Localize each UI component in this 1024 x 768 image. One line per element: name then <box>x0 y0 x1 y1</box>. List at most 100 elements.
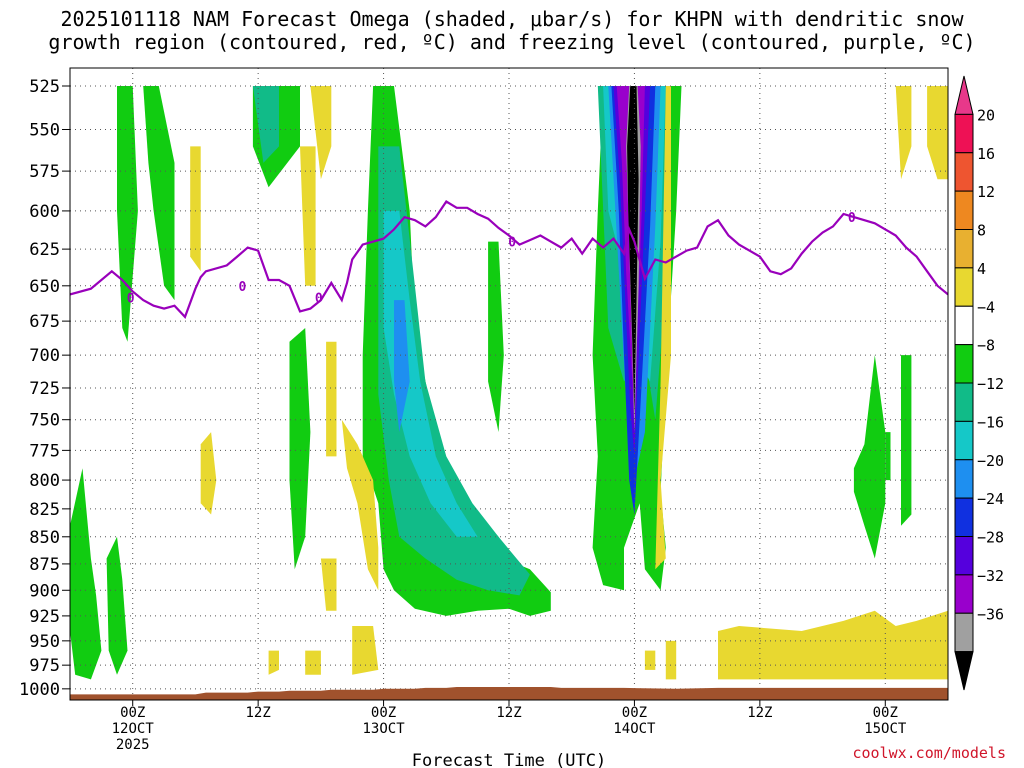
omega-region-30 <box>320 558 337 611</box>
y-tick-label: 650 <box>29 277 60 297</box>
colorbar-swatch <box>954 190 974 230</box>
y-tick-label: 525 <box>29 77 60 97</box>
omega-region-10 <box>885 432 891 481</box>
x-tick-label: 00Z <box>622 705 647 721</box>
colorbar-label: 16 <box>977 145 995 163</box>
colorbar-label: −32 <box>977 567 1004 585</box>
x-tick-label: 00Z <box>873 705 898 721</box>
x-axis-label: Forecast Time (UTC) <box>412 751 606 768</box>
colorbar-swatch <box>954 152 974 192</box>
colorbar-swatch <box>954 344 974 384</box>
x-tick-label: 2025 <box>116 737 150 753</box>
x-tick-label: 14OCT <box>613 721 656 737</box>
chart-title-line-1: 2025101118 NAM Forecast Omega (shaded, μ… <box>60 7 964 31</box>
x-tick-label: 00Z <box>120 705 145 721</box>
colorbar-label: −24 <box>977 490 1004 508</box>
omega-region-27 <box>300 146 316 286</box>
omega-region-32 <box>268 650 279 675</box>
colorbar-label: 4 <box>977 260 986 278</box>
y-tick-label: 825 <box>29 500 60 520</box>
omega-region-29 <box>341 419 379 591</box>
omega-region-28 <box>326 341 337 457</box>
colorbar-swatch <box>954 229 974 269</box>
omega-region-9 <box>853 355 886 559</box>
colorbar-swatch <box>954 305 974 346</box>
freezing-level-label: 0 <box>508 236 516 251</box>
omega-region-13 <box>378 146 530 596</box>
chart-title-line-2: growth region (contoured, red, ºC) and f… <box>48 30 976 54</box>
x-tick-label: 12Z <box>245 705 270 721</box>
colorbar-label: −8 <box>977 337 995 355</box>
omega-region-38 <box>895 86 912 180</box>
y-tick-label: 850 <box>29 528 60 548</box>
omega-region-33 <box>305 650 321 675</box>
colorbar-label: 12 <box>977 183 995 201</box>
colorbar-swatch <box>954 536 974 576</box>
omega-region-37 <box>718 610 948 680</box>
colorbar-label: 8 <box>977 222 986 240</box>
y-tick-label: 900 <box>29 581 60 601</box>
omega-region-23 <box>627 86 639 414</box>
colorbar-swatch <box>954 497 974 537</box>
terrain-fill <box>70 687 948 700</box>
omega-region-3 <box>106 536 128 675</box>
omega-region-24 <box>190 146 201 272</box>
colorbar-label: −4 <box>977 298 995 316</box>
omega-region-0 <box>117 86 138 342</box>
colorbar-label: −20 <box>977 452 1004 470</box>
colorbar-label: −16 <box>977 413 1004 431</box>
x-tick-label: 15OCT <box>864 721 907 737</box>
omega-region-35 <box>644 650 656 670</box>
x-tick-label: 00Z <box>371 705 396 721</box>
omega-region-31 <box>352 626 379 675</box>
colorbar-swatch <box>954 420 974 461</box>
omega-region-11 <box>901 355 912 526</box>
omega-region-12 <box>252 86 279 163</box>
y-tick-label: 800 <box>29 471 60 491</box>
y-tick-label: 625 <box>29 240 60 260</box>
y-tick-label: 725 <box>29 379 60 399</box>
omega-region-7 <box>488 241 504 433</box>
omega-region-1 <box>143 86 175 301</box>
colorbar-swatch <box>954 382 974 422</box>
colorbar-swatch <box>954 267 974 307</box>
y-axis-tick-labels: 525 550 575 600 625 650 675 700 725 750 775 800 825 8… <box>19 77 70 700</box>
y-tick-label: 575 <box>29 162 60 182</box>
x-tick-label: 12Z <box>496 705 521 721</box>
y-tick-label: 775 <box>29 441 60 461</box>
y-tick-label: 875 <box>29 555 60 575</box>
y-tick-label: 1000 <box>19 680 60 700</box>
y-tick-label: 925 <box>29 607 60 627</box>
x-tick-label: 12OCT <box>112 721 155 737</box>
freezing-level-contour: 0 0 0 0 0 <box>70 200 948 319</box>
freezing-level-label: 0 <box>848 211 856 226</box>
freezing-level-label: 0 <box>127 291 135 306</box>
x-tick-label: 13OCT <box>362 721 405 737</box>
terrain <box>70 687 948 700</box>
omega-region-26 <box>310 86 332 180</box>
omega-region-17 <box>394 300 410 433</box>
grid <box>70 68 948 700</box>
freezing-level-label: 0 <box>315 291 323 306</box>
colorbar-label: −12 <box>977 375 1004 393</box>
y-tick-label: 675 <box>29 312 60 332</box>
colorbar-swatch <box>954 651 974 691</box>
y-tick-label: 750 <box>29 411 60 431</box>
y-tick-label: 550 <box>29 121 60 141</box>
colorbar-swatch <box>954 459 974 499</box>
y-tick-label: 975 <box>29 656 60 676</box>
omega-region-5 <box>289 328 311 570</box>
colorbar-label: 20 <box>977 106 995 124</box>
colorbar-swatch <box>954 574 974 614</box>
omega-region-15 <box>383 210 478 537</box>
omega-region-34 <box>655 86 671 570</box>
omega-region-25 <box>200 432 217 515</box>
colorbar-swatch <box>954 75 974 115</box>
x-tick-label: 12Z <box>747 705 772 721</box>
y-tick-label: 950 <box>29 632 60 652</box>
chart-title: 2025101118 NAM Forecast Omega (shaded, μ… <box>0 8 1024 54</box>
omega-region-2 <box>70 468 102 680</box>
freezing-level-label: 0 <box>239 280 247 295</box>
